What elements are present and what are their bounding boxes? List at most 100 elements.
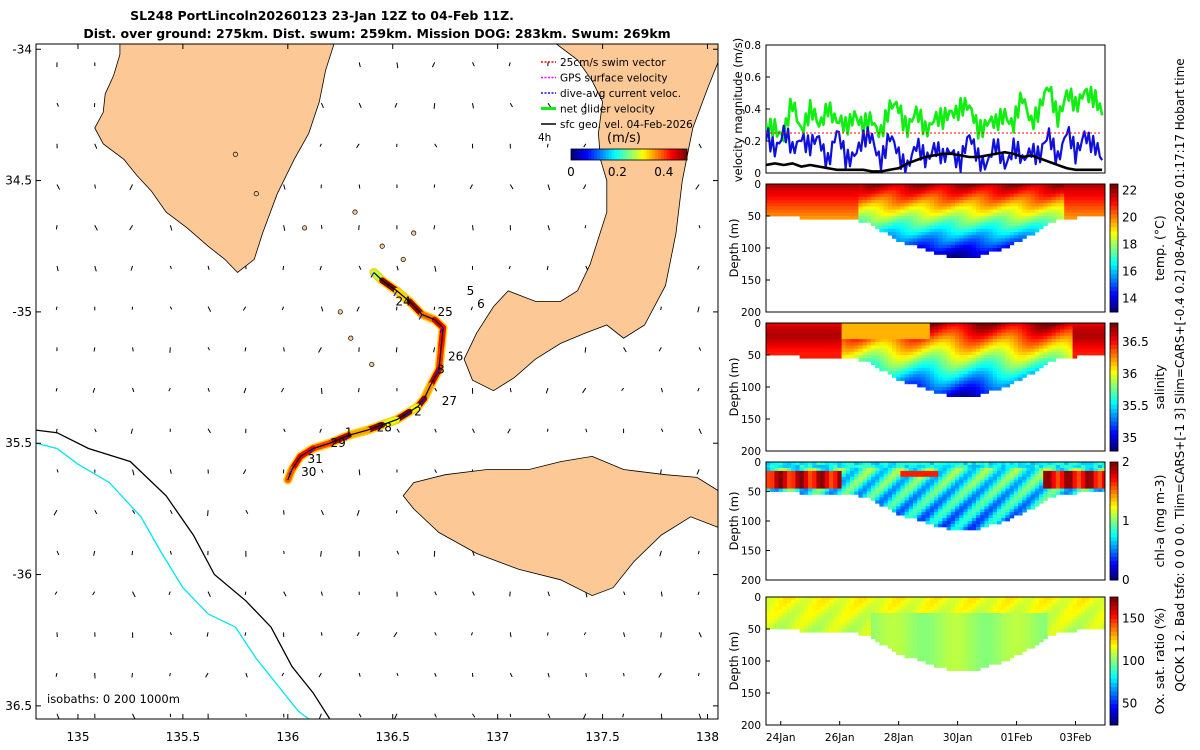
section-cell	[896, 332, 901, 337]
section-cell	[950, 641, 956, 646]
section-cell	[816, 332, 821, 337]
section-cell	[959, 358, 964, 362]
section-cell	[1030, 479, 1036, 483]
section-cell	[955, 342, 960, 346]
section-cell	[833, 600, 838, 604]
section-cell	[1055, 203, 1061, 207]
section-cell	[816, 462, 821, 466]
section-cell	[862, 491, 868, 495]
section-cell	[887, 467, 893, 472]
section-cell	[1013, 503, 1019, 507]
vector-arrow	[585, 428, 588, 433]
section-cell	[950, 383, 956, 388]
section-cell	[892, 342, 897, 346]
section-cell	[959, 190, 964, 194]
section-cell	[988, 193, 994, 198]
section-cell	[992, 506, 998, 510]
section-cell	[938, 625, 943, 630]
section-cell	[925, 206, 931, 210]
section-cell	[1051, 209, 1057, 214]
section-cell	[774, 470, 779, 475]
section-cell	[1076, 209, 1082, 214]
section-cell	[925, 515, 931, 519]
section-cell	[971, 241, 977, 246]
section-cell	[1009, 339, 1015, 343]
section-cell	[1009, 491, 1015, 495]
section-cell	[925, 203, 931, 207]
section-cell	[980, 464, 985, 469]
section-cell	[997, 515, 1002, 519]
section-cell	[988, 377, 994, 381]
section-cell	[866, 323, 872, 327]
section-cell	[942, 222, 947, 226]
section-cell	[1009, 380, 1015, 385]
section-cell	[770, 190, 775, 194]
section-cell	[1081, 190, 1086, 194]
section-cell	[808, 339, 813, 343]
section-cell	[824, 193, 830, 198]
section-cell	[866, 494, 872, 498]
section-cell	[1018, 206, 1023, 210]
section-cell	[896, 219, 901, 223]
section-cell	[1034, 355, 1040, 359]
section-cell	[963, 225, 968, 230]
section-cell	[971, 238, 977, 242]
section-cell	[997, 244, 1002, 249]
section-cell	[1001, 371, 1006, 375]
section-cell	[1013, 342, 1019, 346]
section-cell	[1076, 462, 1082, 466]
section-cell	[925, 600, 931, 604]
section-cell	[892, 355, 897, 359]
section-cell	[921, 476, 926, 481]
section-cell	[984, 358, 989, 362]
section-cell	[980, 491, 985, 495]
section-cell	[1097, 351, 1103, 356]
section-cell	[787, 464, 792, 469]
section-cell	[1055, 473, 1061, 478]
section-cell	[913, 632, 918, 636]
section-cell	[782, 351, 788, 356]
section-cell	[904, 606, 910, 611]
section-cell	[900, 332, 905, 337]
section-cell	[774, 351, 779, 356]
section-cell	[1097, 462, 1103, 466]
section-colorbar-cell	[1110, 552, 1118, 557]
section-cell	[913, 512, 918, 516]
section-cell	[799, 619, 805, 623]
section-cell	[967, 377, 973, 381]
section-cell	[803, 190, 809, 194]
section-cell	[1047, 345, 1052, 349]
section-cell	[908, 351, 914, 356]
section-cell	[1022, 193, 1027, 198]
dive-avg-vector	[439, 327, 444, 334]
section-cell	[766, 479, 771, 483]
section-cell	[955, 521, 960, 525]
section-cell	[1009, 212, 1015, 217]
section-cell	[917, 654, 922, 659]
section-cell	[980, 209, 985, 214]
section-cell	[1018, 329, 1023, 333]
section-cell	[879, 638, 884, 643]
section-cell	[799, 348, 805, 353]
section-cell	[946, 187, 952, 191]
section-cell	[1081, 196, 1086, 201]
section-cell	[892, 625, 897, 630]
section-cell	[938, 383, 943, 388]
section-cell	[913, 203, 918, 207]
section-cell	[938, 603, 943, 607]
section-cell	[1039, 203, 1044, 207]
section-cell	[1076, 464, 1082, 469]
section-cell	[1068, 473, 1073, 478]
vector-arrow	[319, 713, 322, 719]
section-cell	[955, 219, 960, 223]
section-cell	[1001, 212, 1006, 217]
section-cell	[820, 600, 826, 604]
section-cell	[896, 374, 901, 378]
section-cell	[942, 225, 947, 230]
section-cell	[837, 193, 842, 198]
section-cell	[1013, 351, 1019, 356]
section-cell	[1034, 482, 1040, 486]
section-cell	[997, 326, 1002, 330]
section-cell	[829, 622, 834, 627]
section-cell	[879, 619, 884, 623]
